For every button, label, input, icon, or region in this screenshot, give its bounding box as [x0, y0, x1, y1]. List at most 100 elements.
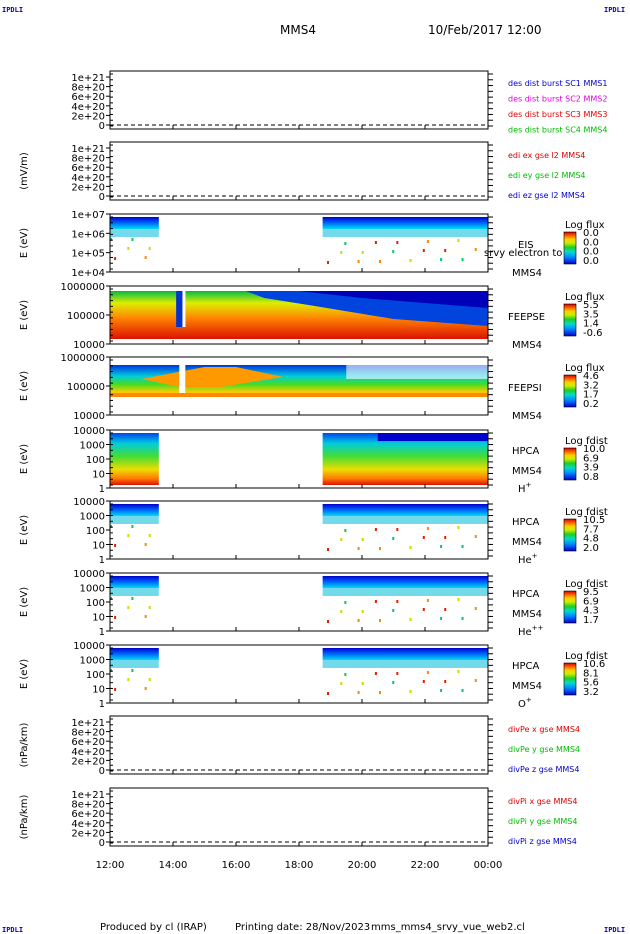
hpca-sparse-pixel: [144, 687, 147, 690]
colorbar-value: 4.8: [583, 534, 599, 545]
y-tick-label: 6e+20: [71, 737, 105, 748]
species-label: H+: [518, 481, 532, 495]
hpca-sparse-pixel: [444, 608, 447, 611]
hpca-high-energy-band: [110, 576, 159, 588]
colorbar: [563, 447, 577, 481]
y-tick-label: 8e+20: [71, 154, 105, 165]
legend-entry: edi ey gse l2 MMS4: [508, 171, 586, 180]
x-tick-label: 14:00: [159, 860, 188, 871]
colorbar-value: 0.0: [583, 256, 599, 267]
hpca-sparse-pixel: [426, 671, 429, 674]
hpca-sparse-pixel: [392, 681, 395, 684]
panel-p2-frame: [109, 141, 489, 201]
hpca-high-energy-band: [322, 217, 488, 229]
panel-p9: 10000 1000 100 10 1 E (eV) HPCA MMS4 O+ Log fdist…: [19, 641, 608, 710]
hpca-sparse-pixel: [392, 537, 395, 540]
y-axis-label: E (eV): [19, 587, 30, 617]
y-tick-label: 6e+20: [71, 809, 105, 820]
hpca-sparse-pixel: [444, 536, 447, 539]
hpca-sparse-pixel: [396, 241, 399, 244]
y-tick-label: 100: [86, 598, 105, 609]
colorbar-value: 0.2: [583, 399, 599, 410]
colorbar-title: Log fdist: [565, 507, 608, 518]
hpca-sparse-pixel: [374, 528, 377, 531]
y-tick-label: 10: [92, 541, 105, 552]
hpca-sparse-pixel: [374, 672, 377, 675]
hpca-sparse-pixel: [426, 527, 429, 530]
hpca-sparse-pixel: [392, 609, 395, 612]
hpca-high-energy-band: [110, 504, 159, 516]
y-tick-label: 100: [86, 670, 105, 681]
hpca-sparse-pixel: [327, 548, 330, 551]
panel-p11-frame: [109, 787, 489, 847]
y-tick-label: 6e+20: [71, 163, 105, 174]
y-tick-label: 1: [99, 484, 105, 495]
hpca-sparse-pixel: [461, 258, 464, 261]
colorbar-value: 3.9: [583, 463, 599, 474]
y-tick-label: 8e+20: [71, 800, 105, 811]
x-tick-label: 16:00: [222, 860, 251, 871]
hpca-high-energy-band: [110, 217, 159, 229]
corner-mark-top-right: IPDLI: [604, 6, 625, 14]
spacecraft-title: MMS4: [280, 23, 316, 37]
hpca-sparse-pixel: [148, 247, 151, 250]
instrument-spacecraft-label: MMS4: [512, 681, 542, 692]
instrument-label: FEEPSE: [508, 312, 545, 323]
y-tick-label: 10000: [73, 426, 105, 437]
hpca-sparse-pixel: [361, 538, 364, 541]
hpca-sparse-pixel: [327, 261, 330, 264]
x-tick-label: 00:00: [474, 860, 503, 871]
hpca-sparse-pixel: [426, 240, 429, 243]
y-tick-label: 10000: [73, 641, 105, 652]
colorbar-value: 10.0: [583, 444, 605, 455]
y-axis-label: E (eV): [19, 300, 30, 330]
y-tick-label: 10000: [73, 411, 105, 422]
panel-p4: 1000000 100000 10000 E (eV) FEEPSE MMS4 Log fl…: [19, 282, 605, 351]
footer-script-name: mms_mms4_srvy_vue_web2.cl: [371, 922, 525, 933]
panel-p7: 10000 1000 100 10 1 E (eV) HPCA MMS4 He+ Log fdis…: [19, 497, 608, 566]
panel-p5-spectrogram: [110, 365, 488, 397]
legend-entry: divPi z gse MMS4: [508, 837, 577, 846]
hpca-sparse-pixel: [144, 615, 147, 618]
hpca-sparse-pixel: [457, 670, 460, 673]
colorbar-value: 6.9: [583, 453, 599, 464]
instrument-spacecraft-label: MMS4: [512, 537, 542, 548]
legend-entry: divPe y gse MMS4: [508, 745, 580, 754]
species-charge: +: [526, 481, 532, 489]
hpca-sparse-pixel: [357, 691, 360, 694]
colorbar-value: 1.7: [583, 390, 599, 401]
instrument-label: EIS: [518, 240, 534, 251]
feepsi-gap: [179, 365, 186, 393]
hpca-sparse-pixel: [392, 250, 395, 253]
legend-entry: des dist burst SC3 MMS3: [508, 110, 607, 119]
hpca-sparse-pixel: [148, 606, 151, 609]
legend-entry: edi ez gse l2 MMS4: [508, 191, 585, 200]
colorbar-title: Log flux: [565, 363, 605, 374]
colorbar-value: 0.0: [583, 237, 599, 248]
hpca-sparse-pixel: [474, 535, 477, 538]
hpca-sparse-pixel: [344, 529, 347, 532]
date-title: 10/Feb/2017 12:00: [428, 23, 542, 37]
colorbar-value: 9.5: [583, 587, 599, 598]
hpca-sparse-pixel: [357, 260, 360, 263]
hpca-sparse-pixel: [409, 690, 412, 693]
hpca-sparse-pixel: [127, 247, 130, 250]
y-tick-label: 100000: [67, 382, 105, 393]
hpca-sparse-pixel: [131, 238, 134, 241]
hplus-block-late: [322, 433, 488, 485]
feepse-gap: [176, 291, 185, 327]
panel-p4-spectrogram: [110, 291, 488, 339]
y-tick-label: 100: [86, 455, 105, 466]
colorbar-value: 3.2: [583, 687, 599, 698]
legend-entry: edi ex gse l2 MMS4: [508, 151, 585, 160]
instrument-spacecraft-label: MMS4: [512, 268, 542, 279]
hpca-sparse-pixel: [114, 544, 117, 547]
y-tick-label: 1e+21: [71, 790, 105, 801]
instrument-label: HPCA: [512, 661, 540, 672]
hpca-sparse-pixel: [457, 526, 460, 529]
y-tick-label: 4e+20: [71, 102, 105, 113]
colorbar-title: Log fdist: [565, 651, 608, 662]
hpca-sparse-pixel: [444, 249, 447, 252]
colorbar-title: Log flux: [565, 220, 605, 231]
